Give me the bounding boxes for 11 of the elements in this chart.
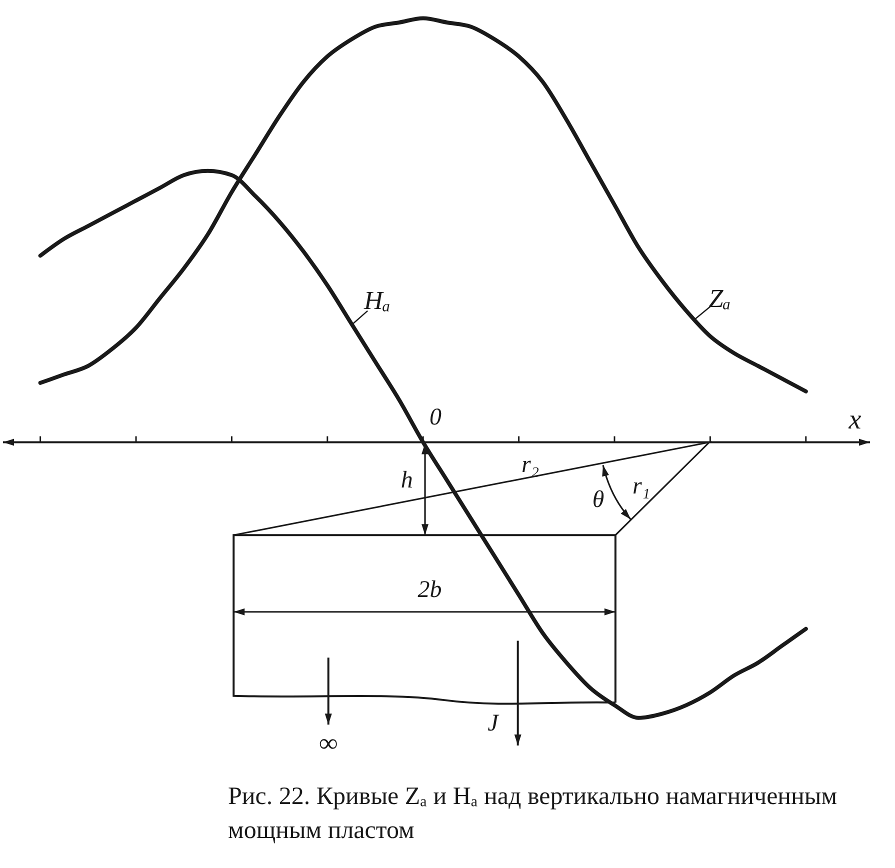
annotation: J: [488, 710, 500, 736]
text: Рис. 22. Кривые Zₐ и Hₐ над вертикально намагниченным мощным пластом: [228, 782, 838, 846]
legend-label: Hₐ: [362, 286, 390, 315]
annotation: 0: [430, 404, 442, 431]
annotation: 2b: [418, 577, 442, 604]
legend-label: Zₐ: [708, 284, 731, 313]
annotation: r₁: [632, 473, 650, 500]
x-axis-title: x: [848, 404, 862, 436]
text: ∞: [319, 728, 338, 757]
annotation: h: [400, 467, 413, 494]
annotation: θ: [592, 486, 604, 513]
